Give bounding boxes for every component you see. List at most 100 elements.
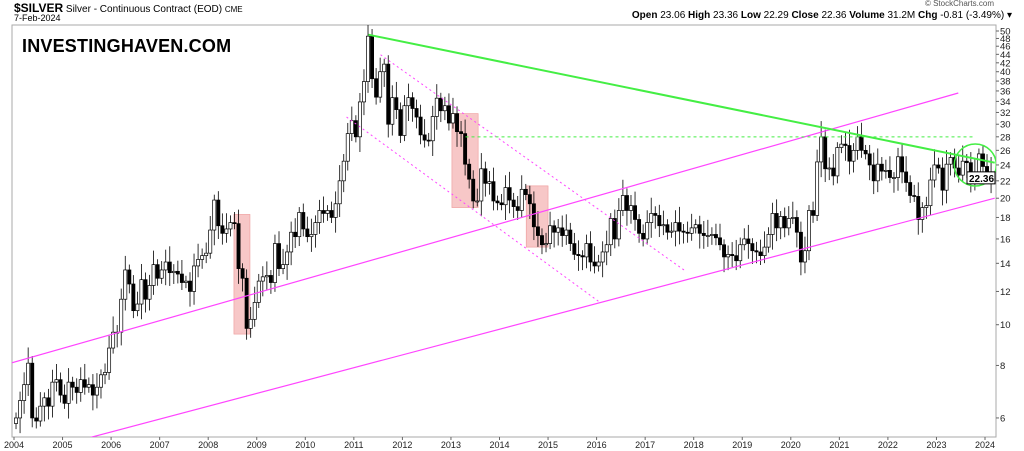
candle bbox=[430, 105, 435, 156]
candle bbox=[887, 156, 892, 184]
candle-body bbox=[192, 265, 196, 292]
candle-body bbox=[167, 261, 172, 274]
candle bbox=[70, 376, 75, 401]
x-tick-label: 2004 bbox=[4, 440, 24, 450]
candle-body bbox=[127, 269, 132, 285]
candle bbox=[58, 372, 63, 403]
candle bbox=[50, 369, 55, 418]
candle bbox=[103, 363, 107, 385]
candle bbox=[932, 149, 937, 188]
candle-body bbox=[293, 231, 298, 238]
candle-body bbox=[815, 161, 820, 216]
candle-body bbox=[548, 225, 553, 244]
candle-body bbox=[163, 261, 168, 271]
y-tick-label: 38 bbox=[1000, 77, 1011, 88]
candle-body bbox=[624, 195, 629, 211]
candle-body bbox=[843, 143, 848, 146]
candle-body bbox=[908, 182, 913, 196]
candle bbox=[851, 143, 856, 173]
candle-body bbox=[649, 213, 654, 223]
candle bbox=[131, 275, 136, 319]
candle bbox=[78, 367, 83, 402]
y-tick-label: 48 bbox=[1000, 34, 1011, 45]
candle bbox=[896, 147, 900, 191]
candle-body bbox=[976, 153, 981, 174]
candle bbox=[406, 83, 411, 121]
candle-body bbox=[742, 238, 747, 246]
candle-body bbox=[374, 78, 379, 98]
candle-body bbox=[564, 229, 569, 236]
candle-body bbox=[544, 243, 548, 246]
candle-body bbox=[718, 237, 722, 246]
y-tick-label: 6 bbox=[1000, 413, 1005, 424]
candle-body bbox=[887, 170, 892, 178]
candle bbox=[629, 195, 633, 224]
candle bbox=[159, 261, 164, 284]
candle-body bbox=[442, 105, 447, 112]
candle bbox=[301, 203, 306, 237]
candle bbox=[584, 234, 589, 269]
candle bbox=[175, 260, 180, 284]
candle-body bbox=[495, 200, 500, 204]
candle-body bbox=[438, 97, 443, 112]
candle bbox=[341, 154, 346, 193]
candle bbox=[62, 384, 67, 409]
candle bbox=[681, 223, 686, 244]
candle-body bbox=[487, 181, 492, 184]
candle bbox=[362, 69, 366, 116]
candle bbox=[451, 97, 455, 129]
candle bbox=[402, 95, 407, 142]
candle-body bbox=[709, 234, 714, 236]
candle bbox=[552, 220, 557, 248]
candle bbox=[139, 263, 144, 320]
candle-body bbox=[673, 222, 678, 232]
candle-body bbox=[14, 417, 18, 424]
candle bbox=[321, 196, 326, 223]
candle-body bbox=[236, 223, 241, 269]
candle-body bbox=[459, 131, 464, 134]
candle-body bbox=[758, 251, 763, 257]
candle bbox=[523, 183, 528, 201]
candle-body bbox=[851, 149, 856, 162]
candle bbox=[333, 191, 338, 233]
candle bbox=[111, 316, 116, 354]
candle bbox=[657, 204, 662, 238]
candle bbox=[232, 211, 237, 230]
candle-body bbox=[74, 386, 79, 393]
candle-body bbox=[289, 231, 294, 253]
candle-body bbox=[119, 298, 124, 333]
candle-body bbox=[329, 210, 334, 218]
candle bbox=[455, 106, 459, 147]
candle bbox=[192, 253, 196, 305]
plot-area bbox=[12, 25, 996, 437]
candle bbox=[46, 388, 51, 420]
candle bbox=[823, 129, 828, 183]
candle bbox=[471, 170, 476, 209]
candle bbox=[940, 157, 945, 206]
candle-body bbox=[281, 264, 285, 269]
candle-body bbox=[349, 120, 354, 134]
candle-body bbox=[123, 269, 128, 300]
candle bbox=[867, 144, 872, 181]
candle bbox=[224, 213, 229, 243]
candle bbox=[811, 201, 816, 223]
candle-body bbox=[863, 149, 868, 155]
y-tick-label: 18 bbox=[1000, 213, 1011, 224]
downtrend-line bbox=[368, 33, 995, 164]
candle-body bbox=[778, 216, 783, 229]
candle bbox=[705, 219, 710, 247]
candle-body bbox=[629, 205, 633, 211]
candle-body bbox=[317, 210, 322, 223]
candle bbox=[527, 185, 532, 219]
candle-body bbox=[592, 261, 597, 267]
caret-down-icon[interactable]: ▾ bbox=[1006, 10, 1012, 21]
x-tick-label: 2011 bbox=[344, 440, 363, 450]
candle bbox=[236, 209, 241, 284]
candle bbox=[548, 211, 553, 250]
candle bbox=[18, 391, 23, 434]
candle bbox=[82, 363, 87, 395]
open-label: Open bbox=[631, 10, 658, 21]
candle-body bbox=[406, 97, 411, 107]
candle-body bbox=[471, 178, 476, 202]
candle bbox=[123, 255, 128, 311]
